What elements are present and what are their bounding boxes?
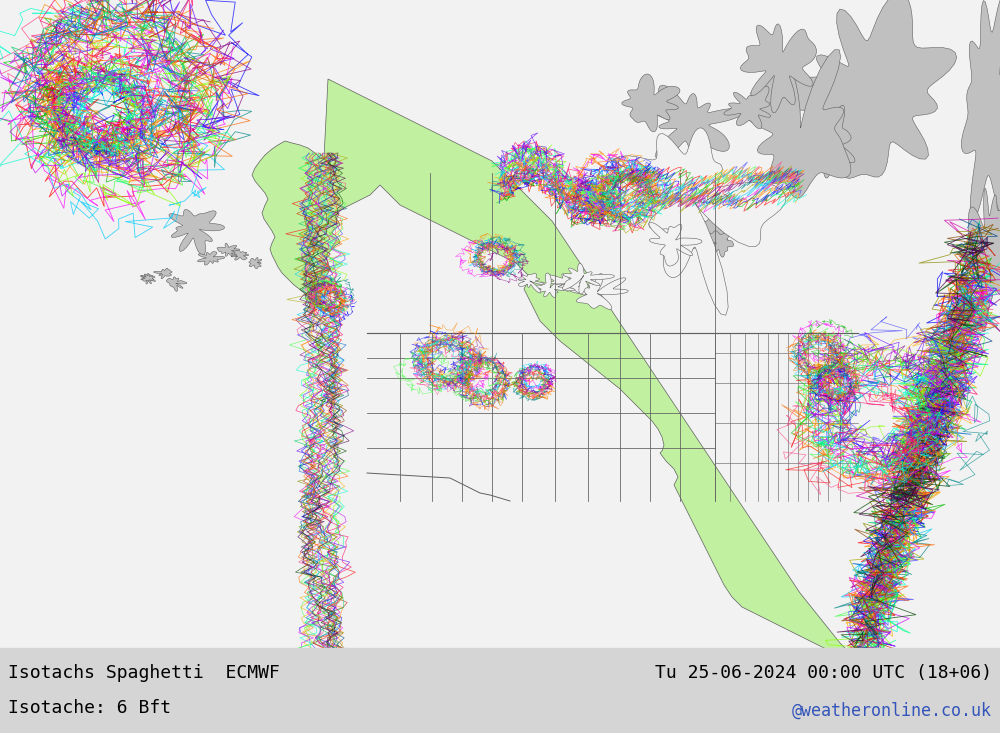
- Polygon shape: [804, 106, 855, 178]
- Polygon shape: [0, 648, 1000, 733]
- Polygon shape: [563, 263, 614, 294]
- Text: Tu 25-06-2024 00:00 UTC (18+06): Tu 25-06-2024 00:00 UTC (18+06): [655, 664, 992, 682]
- Polygon shape: [252, 79, 860, 666]
- Polygon shape: [569, 273, 628, 309]
- Text: Isotachs Spaghetti  ECMWF: Isotachs Spaghetti ECMWF: [8, 664, 280, 682]
- Polygon shape: [169, 210, 224, 255]
- Text: @weatheronline.co.uk: @weatheronline.co.uk: [792, 702, 992, 720]
- Polygon shape: [249, 257, 262, 268]
- Polygon shape: [645, 85, 745, 159]
- Polygon shape: [649, 222, 702, 266]
- Polygon shape: [968, 188, 1000, 331]
- Polygon shape: [743, 50, 851, 198]
- Polygon shape: [140, 273, 155, 284]
- Polygon shape: [534, 273, 575, 298]
- Polygon shape: [612, 128, 786, 315]
- Polygon shape: [751, 0, 957, 179]
- Polygon shape: [961, 0, 1000, 222]
- Polygon shape: [217, 243, 240, 257]
- Polygon shape: [518, 273, 545, 293]
- Polygon shape: [231, 250, 249, 260]
- Text: Isotache: 6 Bft: Isotache: 6 Bft: [8, 699, 171, 717]
- Polygon shape: [198, 251, 225, 265]
- Polygon shape: [546, 273, 590, 295]
- Polygon shape: [154, 268, 172, 279]
- Polygon shape: [166, 277, 187, 291]
- Polygon shape: [706, 231, 734, 257]
- Polygon shape: [141, 274, 155, 281]
- Polygon shape: [724, 86, 771, 129]
- Polygon shape: [740, 24, 816, 113]
- Polygon shape: [688, 218, 734, 250]
- Polygon shape: [622, 74, 680, 132]
